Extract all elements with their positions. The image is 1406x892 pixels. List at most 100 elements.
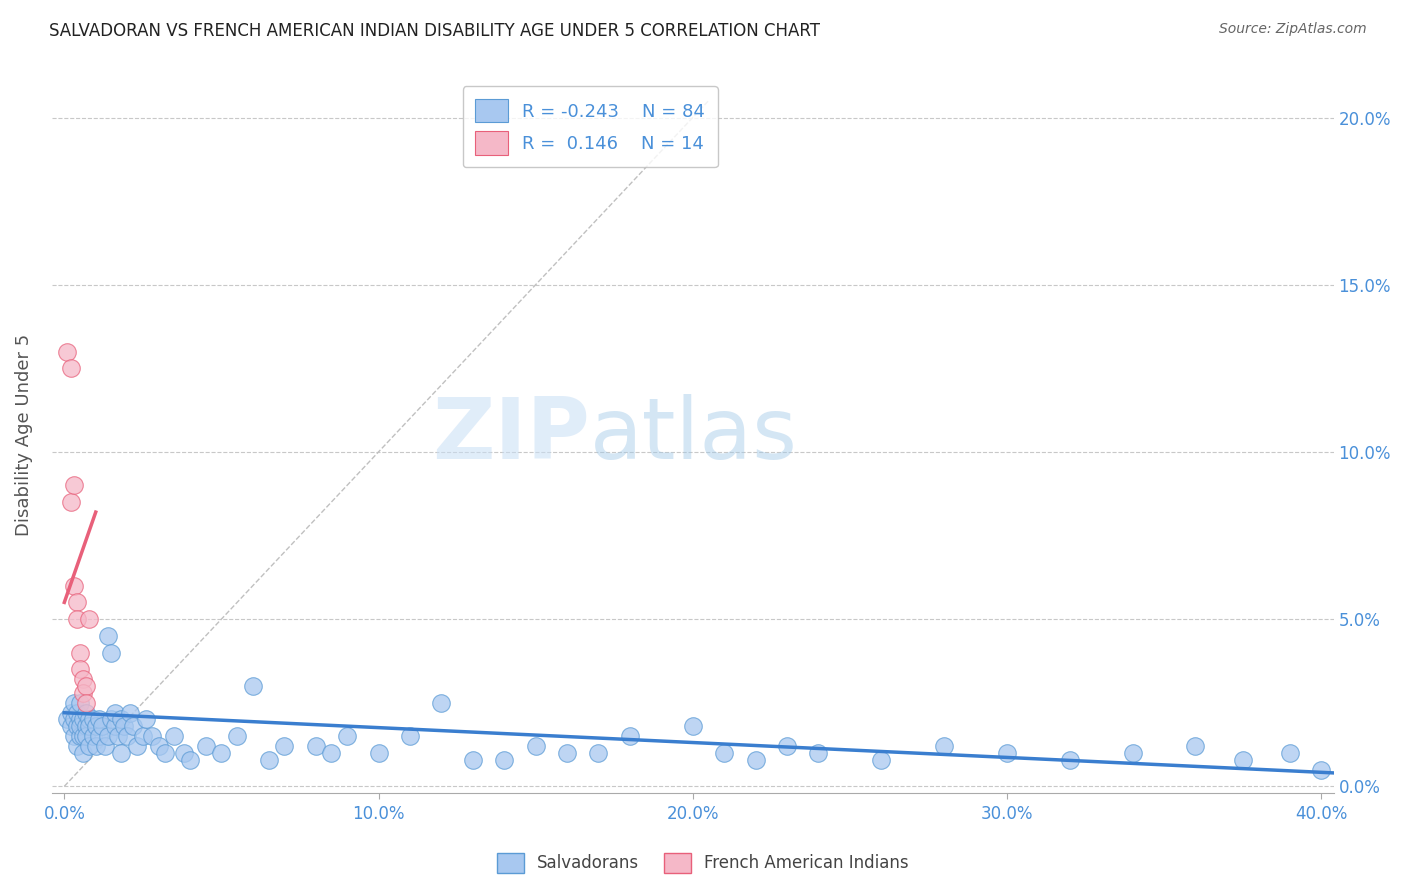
Y-axis label: Disability Age Under 5: Disability Age Under 5 bbox=[15, 334, 32, 536]
Point bbox=[110, 746, 132, 760]
Point bbox=[1310, 763, 1333, 777]
Point bbox=[66, 595, 89, 609]
Point bbox=[62, 696, 84, 710]
Point bbox=[72, 729, 94, 743]
Point bbox=[555, 746, 578, 760]
Point bbox=[79, 739, 101, 754]
Point bbox=[56, 713, 79, 727]
Point bbox=[59, 361, 82, 376]
Point bbox=[59, 495, 82, 509]
Point bbox=[179, 753, 201, 767]
Point bbox=[56, 344, 79, 359]
Point bbox=[75, 729, 97, 743]
Point bbox=[75, 719, 97, 733]
Point bbox=[148, 739, 170, 754]
Point bbox=[107, 729, 129, 743]
Point bbox=[82, 713, 104, 727]
Text: ZIP: ZIP bbox=[433, 393, 591, 476]
Legend: Salvadorans, French American Indians: Salvadorans, French American Indians bbox=[491, 847, 915, 880]
Point bbox=[209, 746, 232, 760]
Point bbox=[1122, 746, 1144, 760]
Point bbox=[242, 679, 264, 693]
Point bbox=[1278, 746, 1301, 760]
Point bbox=[69, 696, 91, 710]
Point bbox=[682, 719, 704, 733]
Point bbox=[79, 612, 101, 626]
Point bbox=[69, 662, 91, 676]
Point bbox=[69, 719, 91, 733]
Point bbox=[744, 753, 766, 767]
Point bbox=[713, 746, 735, 760]
Point bbox=[100, 713, 122, 727]
Point bbox=[776, 739, 799, 754]
Point bbox=[103, 719, 125, 733]
Point bbox=[367, 746, 389, 760]
Point bbox=[1184, 739, 1206, 754]
Point bbox=[84, 719, 107, 733]
Point bbox=[62, 579, 84, 593]
Point bbox=[125, 739, 148, 754]
Point bbox=[120, 706, 142, 720]
Point bbox=[619, 729, 641, 743]
Point bbox=[115, 729, 138, 743]
Point bbox=[807, 746, 830, 760]
Point bbox=[97, 729, 120, 743]
Point bbox=[932, 739, 955, 754]
Text: Source: ZipAtlas.com: Source: ZipAtlas.com bbox=[1219, 22, 1367, 37]
Point bbox=[66, 719, 89, 733]
Point bbox=[588, 746, 610, 760]
Text: SALVADORAN VS FRENCH AMERICAN INDIAN DISABILITY AGE UNDER 5 CORRELATION CHART: SALVADORAN VS FRENCH AMERICAN INDIAN DIS… bbox=[49, 22, 820, 40]
Point bbox=[59, 706, 82, 720]
Point bbox=[995, 746, 1018, 760]
Point bbox=[75, 706, 97, 720]
Point bbox=[79, 719, 101, 733]
Point bbox=[62, 478, 84, 492]
Point bbox=[72, 686, 94, 700]
Point bbox=[1059, 753, 1081, 767]
Point bbox=[226, 729, 249, 743]
Point bbox=[97, 629, 120, 643]
Point bbox=[141, 729, 163, 743]
Point bbox=[79, 713, 101, 727]
Legend: R = -0.243    N = 84, R =  0.146    N = 14: R = -0.243 N = 84, R = 0.146 N = 14 bbox=[463, 87, 717, 167]
Point bbox=[132, 729, 155, 743]
Point bbox=[173, 746, 195, 760]
Point bbox=[91, 719, 114, 733]
Point bbox=[75, 679, 97, 693]
Point bbox=[69, 729, 91, 743]
Point bbox=[430, 696, 453, 710]
Point bbox=[69, 646, 91, 660]
Point bbox=[72, 673, 94, 687]
Point bbox=[461, 753, 484, 767]
Point bbox=[69, 713, 91, 727]
Point bbox=[59, 719, 82, 733]
Point bbox=[153, 746, 176, 760]
Point bbox=[163, 729, 186, 743]
Point bbox=[494, 753, 516, 767]
Point bbox=[194, 739, 217, 754]
Point bbox=[135, 713, 157, 727]
Point bbox=[305, 739, 328, 754]
Point bbox=[257, 753, 280, 767]
Point bbox=[100, 646, 122, 660]
Point bbox=[273, 739, 295, 754]
Point bbox=[66, 612, 89, 626]
Point bbox=[524, 739, 547, 754]
Text: atlas: atlas bbox=[591, 393, 799, 476]
Point bbox=[103, 706, 125, 720]
Point bbox=[1232, 753, 1254, 767]
Point bbox=[399, 729, 422, 743]
Point bbox=[321, 746, 343, 760]
Point bbox=[110, 713, 132, 727]
Point bbox=[336, 729, 359, 743]
Point bbox=[62, 713, 84, 727]
Point bbox=[66, 706, 89, 720]
Point bbox=[870, 753, 893, 767]
Point bbox=[87, 729, 110, 743]
Point bbox=[122, 719, 145, 733]
Point bbox=[66, 739, 89, 754]
Point bbox=[75, 696, 97, 710]
Point bbox=[112, 719, 135, 733]
Point bbox=[62, 729, 84, 743]
Point bbox=[72, 746, 94, 760]
